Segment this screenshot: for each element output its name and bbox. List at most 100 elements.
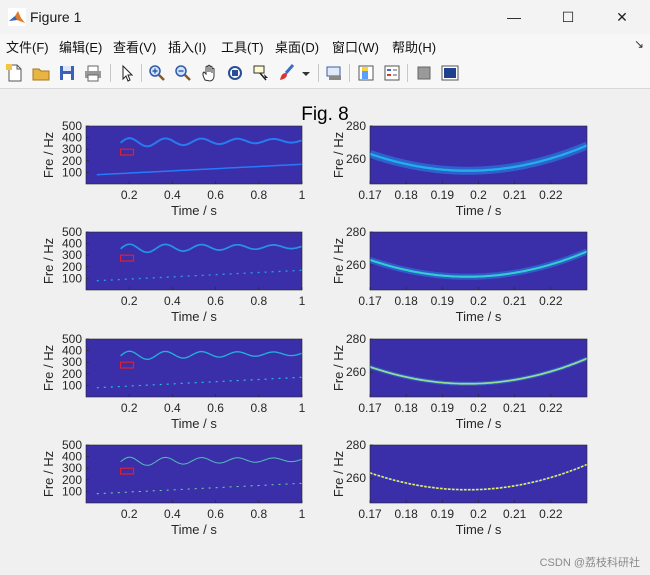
axes-frame: [85, 231, 303, 291]
x-tick-label: 0.2: [470, 294, 487, 308]
harmonic-ridge: [120, 350, 303, 360]
x-tick-label: 0.2: [470, 401, 487, 415]
new-figure-icon[interactable]: [4, 62, 26, 84]
x-tick-label: 1: [299, 188, 306, 202]
zoom-out-icon[interactable]: [172, 62, 194, 84]
pan-hand-icon[interactable]: [198, 62, 220, 84]
menu-edit[interactable]: 编辑(E): [59, 40, 103, 55]
parabolic-ridge: [370, 144, 587, 172]
x-axis-label: Time / s: [456, 522, 502, 537]
maximize-button[interactable]: ☐: [545, 0, 591, 34]
menu-insert[interactable]: 插入(I): [168, 40, 207, 55]
data-cursor-icon[interactable]: [250, 62, 272, 84]
y-tick-label: 300: [62, 248, 82, 262]
menu-help[interactable]: 帮助(H): [392, 40, 437, 55]
x-axis-label: Time / s: [171, 416, 217, 431]
open-file-icon[interactable]: [30, 62, 52, 84]
toolbar-separator: [110, 64, 111, 82]
y-tick-label: 280: [346, 332, 366, 346]
y-axis-label: Fre / Hz: [331, 451, 346, 497]
toolbar-separator: [141, 64, 142, 82]
x-tick-label: 0.2: [121, 294, 138, 308]
harmonic-ridge: [120, 456, 303, 466]
y-tick-label: 200: [62, 367, 82, 381]
y-tick-label: 500: [62, 225, 82, 239]
parabolic-ridge: [370, 357, 587, 385]
menu-view[interactable]: 查看(V): [113, 40, 157, 55]
pointer-icon[interactable]: [116, 62, 138, 84]
x-tick-label: 0.8: [250, 507, 267, 521]
menu-window[interactable]: 窗口(W): [332, 40, 379, 55]
y-tick-label: 280: [346, 438, 366, 452]
y-tick-label: 260: [346, 365, 366, 379]
y-tick-label: 260: [346, 152, 366, 166]
plot-area: [370, 445, 587, 503]
subplot-row3-right: 260 280 0.17 0.18 0.19 0.2 0.21 0.22 Time / s Fre…: [331, 332, 588, 431]
x-tick-label: 0.6: [207, 294, 224, 308]
close-button[interactable]: ✕: [599, 0, 645, 34]
plot-area: [370, 232, 587, 290]
x-tick-label: 0.17: [358, 294, 382, 308]
zoom-in-icon[interactable]: [146, 62, 168, 84]
legend-icon[interactable]: [381, 62, 403, 84]
y-tick-label: 400: [62, 131, 82, 145]
show-plot-tools-icon[interactable]: [439, 62, 461, 84]
hide-plot-tools-icon[interactable]: [413, 62, 435, 84]
harmonic-ridge: [120, 243, 303, 254]
close-icon: ✕: [616, 8, 628, 25]
dock-arrow-icon[interactable]: ↘: [633, 37, 644, 51]
menu-desktop[interactable]: 桌面(D): [275, 40, 320, 55]
x-tick-label: 0.4: [164, 294, 181, 308]
brush-dropdown-icon[interactable]: [300, 62, 312, 84]
x-tick-label: 0.8: [250, 294, 267, 308]
y-tick-label: 200: [62, 473, 82, 487]
rotate-3d-icon[interactable]: [224, 62, 246, 84]
y-tick-label: 500: [62, 119, 82, 133]
x-tick-label: 0.22: [539, 401, 563, 415]
y-tick-label: 260: [346, 471, 366, 485]
y-tick-label: 100: [62, 484, 82, 498]
watermark: CSDN @荔枝科研社: [539, 557, 640, 569]
figure-title: Fig. 8: [301, 104, 349, 125]
chirp-ridge: [96, 163, 303, 176]
plot-area: [370, 339, 587, 397]
x-tick-label: 0.22: [539, 507, 563, 521]
print-icon[interactable]: [82, 62, 104, 84]
zoom-region-box: [119, 361, 135, 369]
minimize-button[interactable]: —: [491, 0, 537, 34]
x-tick-label: 0.18: [394, 507, 418, 521]
save-icon[interactable]: [56, 62, 78, 84]
x-tick-label: 0.19: [431, 401, 455, 415]
x-tick-label: 0.17: [358, 401, 382, 415]
x-tick-label: 0.18: [394, 294, 418, 308]
y-axis-label: Fre / Hz: [41, 345, 56, 391]
x-tick-label: 0.17: [358, 507, 382, 521]
y-tick-label: 300: [62, 355, 82, 369]
menu-file[interactable]: 文件(F): [6, 40, 49, 55]
x-tick-label: 0.21: [503, 294, 527, 308]
minimize-icon: —: [507, 9, 521, 25]
x-axis-label: Time / s: [171, 522, 217, 537]
parabolic-ridge: [370, 463, 587, 491]
y-tick-label: 400: [62, 344, 82, 358]
y-axis-label: Fre / Hz: [41, 132, 56, 178]
menu-tools[interactable]: 工具(T): [221, 40, 264, 55]
menu-bar: 文件(F) 编辑(E) 查看(V) 插入(I) 工具(T) 桌面(D) 窗口(W…: [0, 34, 650, 58]
x-tick-label: 0.4: [164, 401, 181, 415]
harmonic-ridge: [119, 137, 303, 148]
brush-icon[interactable]: [276, 62, 298, 84]
x-axis-label: Time / s: [456, 309, 502, 324]
x-axis-label: Time / s: [456, 416, 502, 431]
toolbar: [0, 58, 650, 89]
x-tick-label: 0.18: [394, 188, 418, 202]
matlab-icon: [8, 8, 26, 26]
x-tick-label: 0.6: [207, 401, 224, 415]
y-axis-label: Fre / Hz: [41, 451, 56, 497]
link-plot-icon[interactable]: [323, 62, 345, 84]
colorbar-icon[interactable]: [355, 62, 377, 84]
axes-frame: [85, 338, 303, 398]
plot-area: [86, 445, 302, 503]
